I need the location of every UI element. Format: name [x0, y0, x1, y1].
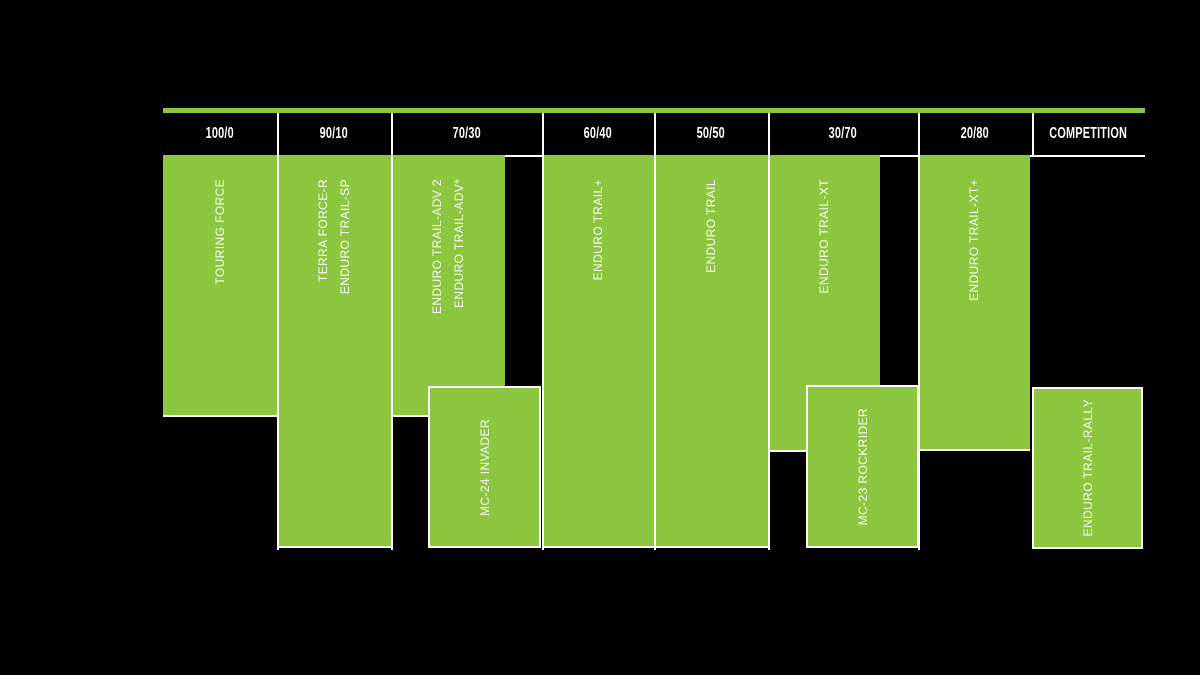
- column-separator: [654, 113, 656, 550]
- column-separator: [391, 113, 393, 550]
- product-label: ENDURO TRAIL-RALLY: [1080, 399, 1095, 537]
- column-header-label: 100/0: [205, 125, 235, 142]
- column-header-label: 90/10: [319, 125, 349, 142]
- column-header-90-10: 90/10: [277, 113, 391, 155]
- product-bar-enduro-trail-rally: ENDURO TRAIL-RALLY: [1032, 387, 1143, 549]
- column-header-label: 60/40: [583, 125, 613, 142]
- column-header-100-0: 100/0: [163, 113, 277, 155]
- product-label: ENDURO TRAIL: [704, 179, 718, 273]
- product-label: MC-24 INVADER: [477, 418, 492, 516]
- product-label: ENDURO TRAIL-XT: [817, 179, 831, 294]
- column-separator: [1032, 113, 1034, 157]
- column-separator: [768, 113, 770, 550]
- column-header-label: COMPETITION: [1049, 125, 1128, 142]
- product-bar-touring-force: TOURING FORCE: [163, 155, 277, 417]
- column-header-60-40: 60/40: [542, 113, 654, 155]
- top-rule: [163, 108, 1145, 113]
- column-header-20-80: 20/80: [918, 113, 1032, 155]
- product-bar-mc-23-rockrider: MC-23 ROCKRIDER: [806, 385, 919, 548]
- product-label: TERRA FORCE-R ENDURO TRAIL-SP: [316, 179, 352, 295]
- column-header-50-50: 50/50: [654, 113, 768, 155]
- product-label: ENDURO TRAIL-XT+: [967, 179, 981, 301]
- column-header-competition: COMPETITION: [1032, 113, 1145, 155]
- column-header-label: 50/50: [696, 125, 726, 142]
- product-label: ENDURO TRAIL+: [591, 179, 605, 281]
- column-header-label: 70/30: [452, 125, 481, 142]
- product-label: TOURING FORCE: [213, 179, 227, 285]
- product-label: MC-23 ROCKRIDER: [855, 407, 870, 526]
- column-header-label: 20/80: [960, 125, 990, 142]
- product-bar-mc-24-invader: MC-24 INVADER: [428, 386, 541, 548]
- product-bar-enduro-trail-xt-plus: ENDURO TRAIL-XT+: [918, 155, 1030, 451]
- column-header-label: 30/70: [828, 125, 858, 142]
- column-separator: [277, 113, 279, 550]
- product-bar-terra-force-r-enduro-trail-sp: TERRA FORCE-R ENDURO TRAIL-SP: [277, 155, 391, 548]
- product-bar-enduro-trail: ENDURO TRAIL: [654, 155, 768, 548]
- column-separator: [918, 113, 920, 550]
- product-bar-enduro-trail-plus: ENDURO TRAIL+: [542, 155, 654, 548]
- column-separator: [542, 113, 544, 550]
- product-bar-enduro-trail-adv: ENDURO TRAIL-ADV 2 ENDURO TRAIL-ADV*: [391, 155, 505, 417]
- product-label: ENDURO TRAIL-ADV 2 ENDURO TRAIL-ADV*: [430, 179, 466, 315]
- column-header-30-70: 30/70: [768, 113, 918, 155]
- column-header-70-30: 70/30: [391, 113, 542, 155]
